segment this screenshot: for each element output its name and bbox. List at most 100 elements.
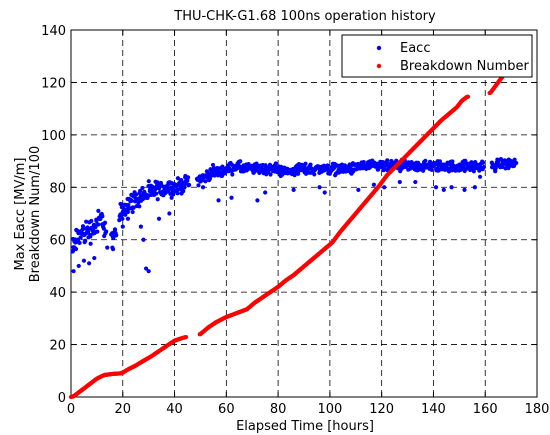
x-tick-label: 40 — [166, 402, 183, 417]
legend-box — [341, 34, 533, 78]
eacc-point — [230, 172, 235, 177]
eacc-point — [137, 204, 142, 209]
eacc-point — [238, 159, 243, 164]
x-tick-label: 160 — [473, 402, 498, 417]
eacc-point — [421, 168, 426, 173]
eacc-point — [78, 235, 83, 240]
eacc-point — [123, 212, 128, 217]
eacc-point — [92, 255, 97, 261]
eacc-point — [397, 179, 402, 185]
eacc-point — [104, 229, 109, 234]
y-tick-label: 100 — [41, 129, 66, 144]
y-tick-label: 60 — [49, 234, 66, 249]
eacc-point — [477, 174, 483, 179]
eacc-point — [472, 185, 477, 190]
eacc-point — [514, 160, 519, 166]
legend-marker-breakdown — [376, 63, 382, 69]
x-tick-label: 20 — [115, 402, 132, 417]
eacc-point — [263, 190, 268, 195]
eacc-point — [71, 269, 76, 274]
grid — [71, 30, 537, 397]
legend-marker-eacc — [376, 45, 382, 51]
legend-label-eacc: Eacc — [400, 41, 430, 56]
eacc-point — [138, 188, 143, 194]
eacc-point — [229, 195, 234, 200]
x-tick-label: 80 — [270, 402, 287, 417]
y-axis-ticks: 0 20 40 60 80 100 120 140 — [41, 24, 537, 406]
x-tick-label: 120 — [369, 402, 394, 417]
eacc-point — [203, 179, 208, 184]
legend-label-breakdown: Breakdown Number — [400, 59, 530, 74]
x-tick-label: 60 — [218, 402, 235, 417]
eacc-point — [385, 158, 390, 163]
eacc-point — [89, 218, 94, 224]
eacc-point — [322, 190, 327, 195]
eacc-point — [220, 164, 225, 169]
eacc-point — [185, 175, 191, 180]
eacc-point — [80, 227, 85, 232]
eacc-point — [155, 180, 160, 185]
eacc-point — [80, 224, 86, 229]
eacc-point — [110, 245, 115, 250]
eacc-point — [83, 238, 88, 243]
eacc-point — [413, 179, 418, 185]
eacc-point — [361, 160, 366, 165]
eacc-point — [167, 211, 172, 216]
eacc-point — [125, 209, 130, 215]
eacc-point — [169, 195, 174, 200]
eacc-point — [96, 222, 101, 227]
eacc-point — [175, 176, 181, 181]
y-axis-label-secondary: Breakdown Num/100 — [28, 146, 43, 283]
eacc-point — [143, 266, 149, 271]
eacc-point — [181, 189, 186, 194]
eacc-point — [96, 208, 101, 213]
y-tick-label: 40 — [49, 286, 66, 301]
eacc-point — [356, 187, 361, 193]
eacc-point — [216, 198, 221, 203]
eacc-point — [433, 185, 439, 190]
eacc-point — [296, 171, 301, 176]
eacc-point — [382, 185, 387, 190]
eacc-point — [171, 192, 176, 197]
eacc-point — [134, 192, 139, 197]
y-axis-label-primary: Max Eacc [MV/m] — [13, 158, 28, 271]
x-tick-label: 0 — [67, 402, 75, 417]
eacc-point — [130, 209, 135, 215]
breakdown-point — [183, 334, 189, 340]
eacc-point — [187, 182, 192, 188]
eacc-point — [200, 185, 206, 190]
eacc-point — [175, 191, 180, 196]
eacc-point — [471, 169, 476, 174]
eacc-point — [73, 240, 78, 245]
eacc-point — [182, 185, 187, 190]
x-tick-label: 140 — [421, 402, 446, 417]
eacc-point — [146, 179, 151, 184]
eacc-point — [120, 216, 125, 221]
y-tick-label: 80 — [49, 181, 66, 196]
eacc-point — [120, 224, 125, 229]
eacc-point — [114, 233, 119, 238]
eacc-point — [255, 198, 260, 203]
eacc-point — [423, 158, 428, 163]
eacc-point — [73, 246, 79, 252]
eacc-point — [155, 197, 160, 202]
y-tick-label: 140 — [41, 24, 66, 39]
eacc-point — [87, 261, 92, 266]
eacc-point — [141, 237, 146, 242]
x-axis-label: Elapsed Time [hours] — [236, 419, 374, 434]
y-tick-label: 120 — [41, 76, 66, 91]
eacc-point — [84, 219, 89, 224]
y-tick-label: 0 — [58, 391, 66, 406]
eacc-point — [100, 214, 105, 219]
eacc-point — [207, 176, 213, 181]
eacc-point — [118, 201, 123, 207]
eacc-point — [101, 226, 106, 231]
series-eacc — [70, 156, 519, 274]
eacc-point — [308, 162, 313, 167]
eacc-point — [481, 164, 487, 170]
breakdown-point — [465, 94, 471, 99]
eacc-point — [303, 161, 308, 166]
eacc-point — [95, 229, 100, 234]
eacc-point — [291, 187, 296, 193]
